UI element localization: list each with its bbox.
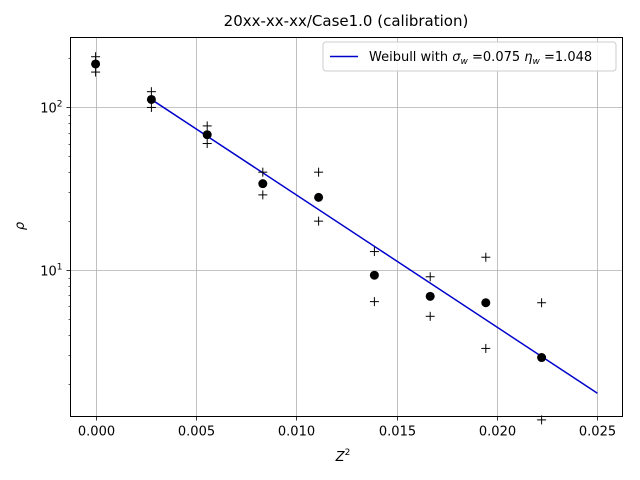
data-point xyxy=(425,291,435,301)
lower-bound-marker xyxy=(481,343,491,353)
y-tick-label-exponent: 2 xyxy=(57,100,63,110)
data-point xyxy=(369,270,379,280)
lower-bound-marker xyxy=(369,297,379,307)
legend-prefix: Weibull with xyxy=(369,50,452,65)
upper-bound-marker xyxy=(369,247,379,257)
upper-bound-marker xyxy=(314,167,324,177)
plot-frame xyxy=(70,37,623,417)
y-tick-label-exponent: 1 xyxy=(57,263,63,273)
legend: Weibull with σw =0.075 ηw =1.048 xyxy=(322,41,617,72)
lower-bound-marker xyxy=(258,190,268,200)
legend-eta: η xyxy=(524,50,532,65)
x-tick-label: 0.025 xyxy=(579,425,616,440)
chart-title: 20xx-xx-xx/Case1.0 (calibration) xyxy=(224,12,469,30)
x-axis-title: Z2 xyxy=(335,448,351,465)
y-tick-label-base: 10 xyxy=(40,265,57,280)
y-tick-label: 102 xyxy=(40,100,62,117)
legend-label: Weibull with σw =0.075 ηw =1.048 xyxy=(369,50,592,67)
lower-bound-marker xyxy=(425,311,435,321)
data-point xyxy=(258,179,268,189)
series-layer xyxy=(91,52,598,425)
upper-bound-marker xyxy=(91,52,101,62)
upper-bound-marker xyxy=(258,167,268,177)
y-tick-label: 101 xyxy=(40,263,62,280)
lower-bound-marker xyxy=(91,67,101,77)
fit-line xyxy=(150,98,598,394)
y-axis-title: ρ xyxy=(13,221,28,230)
upper-bound-marker xyxy=(202,121,212,131)
legend-eta-value: =1.048 xyxy=(540,50,592,65)
lower-bound-marker xyxy=(314,216,324,226)
upper-bound-marker xyxy=(481,252,491,262)
legend-box xyxy=(322,41,617,72)
data-point xyxy=(91,59,101,69)
x-tick-label: 0.010 xyxy=(278,425,315,440)
y-tick-label-base: 10 xyxy=(40,102,57,117)
legend-sigma: σ xyxy=(452,50,461,65)
upper-bound-marker xyxy=(425,272,435,282)
legend-eta-sub: w xyxy=(533,57,541,67)
legend-sigma-value: =0.075 xyxy=(468,50,524,65)
data-point xyxy=(146,94,156,104)
lower-bound-marker xyxy=(202,139,212,149)
x-tick-label: 0.020 xyxy=(479,425,516,440)
upper-bound-marker xyxy=(537,298,547,308)
x-tick-label: 0.015 xyxy=(379,425,416,440)
x-tick-label: 0.005 xyxy=(178,425,215,440)
data-point xyxy=(481,298,491,308)
upper-bound-marker xyxy=(146,87,156,97)
x-axis: 0.000 0.005 0.010 0.015 0.020 0.025 xyxy=(78,416,616,440)
lower-bound-marker xyxy=(146,102,156,112)
x-axis-title-base: Z xyxy=(335,450,346,465)
data-point xyxy=(314,192,324,202)
data-point xyxy=(202,130,212,140)
legend-sigma-sub: w xyxy=(461,57,469,67)
x-axis-title-exponent: 2 xyxy=(345,448,351,458)
data-point xyxy=(537,353,547,363)
x-tick-label: 0.000 xyxy=(78,425,115,440)
